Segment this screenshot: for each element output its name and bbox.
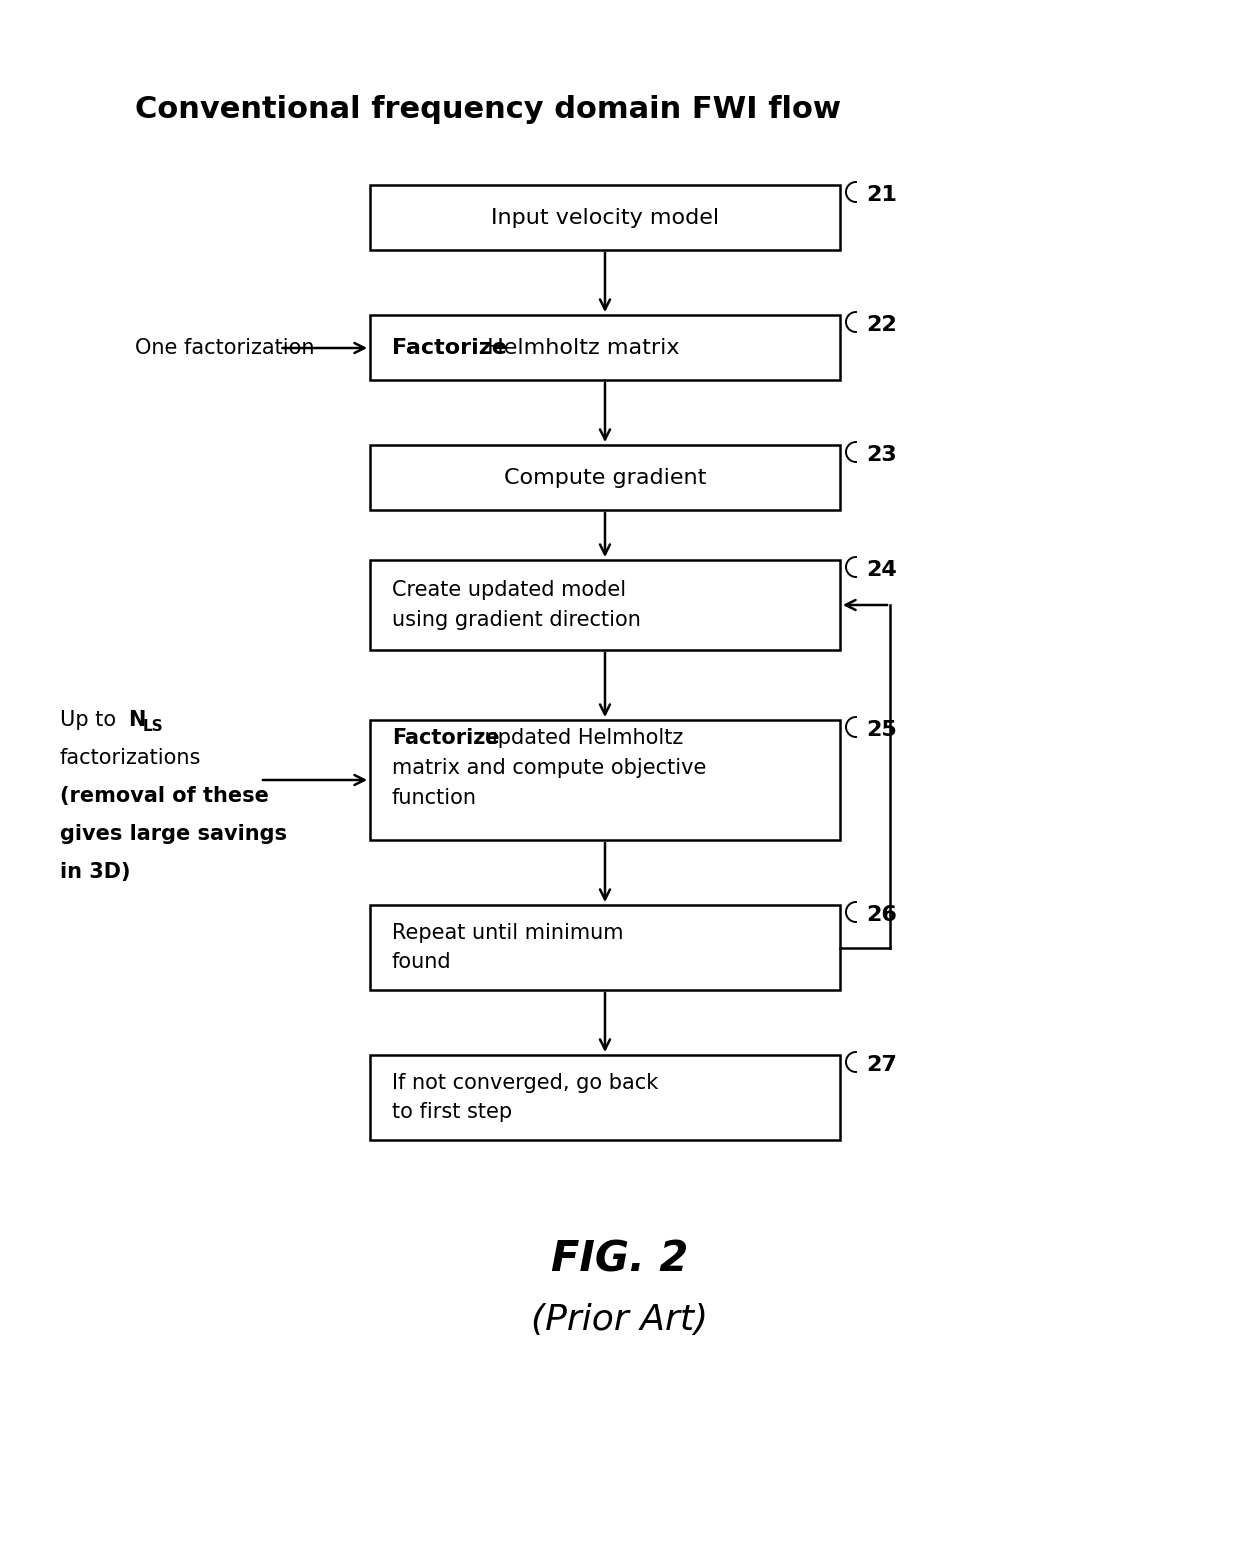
Text: Compute gradient: Compute gradient [503,467,707,487]
Bar [370,314,839,380]
Bar [370,445,839,510]
Text: found: found [392,952,451,971]
Text: Helmholtz matrix: Helmholtz matrix [480,338,680,358]
Text: using gradient direction: using gradient direction [392,610,641,630]
Text: FIG. 2: FIG. 2 [552,1239,688,1281]
Text: Create updated model: Create updated model [392,580,626,601]
Text: 27: 27 [866,1055,897,1075]
Text: 23: 23 [866,445,897,465]
Text: function: function [392,787,477,808]
Bar [370,560,839,650]
Text: If not converged, go back: If not converged, go back [392,1074,658,1094]
Bar [370,185,839,251]
Bar [370,720,839,840]
Text: 24: 24 [866,560,897,580]
Text: 22: 22 [866,314,897,335]
Text: (Prior Art): (Prior Art) [532,1302,708,1337]
Text: N: N [128,710,145,730]
Text: LS: LS [143,719,164,733]
Text: (removal of these: (removal of these [60,786,269,806]
Text: matrix and compute objective: matrix and compute objective [392,758,707,778]
Text: to first step: to first step [392,1102,512,1122]
Text: Input velocity model: Input velocity model [491,207,719,227]
Bar [370,906,839,990]
Text: Repeat until minimum: Repeat until minimum [392,923,624,943]
Text: gives large savings: gives large savings [60,825,286,843]
Bar [370,1055,839,1141]
Text: 26: 26 [866,906,897,924]
Text: 25: 25 [866,720,897,741]
Text: factorizations: factorizations [60,748,201,769]
Text: Factorize: Factorize [392,338,507,358]
Text: Factorize: Factorize [392,728,500,748]
Text: One factorization: One factorization [135,338,315,358]
Text: in 3D): in 3D) [60,862,130,882]
Text: Conventional frequency domain FWI flow: Conventional frequency domain FWI flow [135,95,841,124]
Text: updated Helmholtz: updated Helmholtz [477,728,683,748]
Text: Up to: Up to [60,710,123,730]
Text: 21: 21 [866,185,897,205]
